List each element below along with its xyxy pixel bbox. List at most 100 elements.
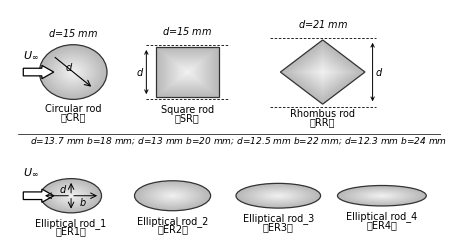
Ellipse shape [276, 195, 281, 196]
Bar [160, 51, 214, 93]
Bar [157, 48, 218, 96]
Ellipse shape [237, 184, 320, 208]
Ellipse shape [52, 55, 95, 89]
Polygon shape [316, 67, 330, 78]
Ellipse shape [354, 189, 410, 202]
Ellipse shape [244, 186, 313, 206]
Ellipse shape [43, 180, 99, 211]
Polygon shape [321, 71, 324, 73]
Ellipse shape [356, 190, 408, 202]
Text: $d$=13.7 mm $b$=18 mm; $d$=13 mm $b$=20 mm; $d$=12.5 mm $b$=22 mm; $d$=12.3 mm $: $d$=13.7 mm $b$=18 mm; $d$=13 mm $b$=20 … [29, 135, 447, 146]
Ellipse shape [40, 46, 106, 98]
Polygon shape [306, 59, 339, 85]
Ellipse shape [274, 194, 283, 197]
Ellipse shape [341, 186, 423, 205]
Polygon shape [317, 68, 328, 76]
Ellipse shape [62, 63, 84, 81]
Ellipse shape [157, 190, 189, 202]
Ellipse shape [352, 189, 412, 203]
Bar [167, 56, 208, 88]
Ellipse shape [53, 186, 89, 206]
Polygon shape [319, 69, 326, 75]
Bar [169, 58, 206, 87]
Ellipse shape [55, 186, 87, 205]
Ellipse shape [364, 192, 400, 200]
Polygon shape [290, 48, 355, 97]
Ellipse shape [52, 55, 94, 89]
Ellipse shape [72, 71, 75, 73]
Text: $d$=15 mm: $d$=15 mm [48, 27, 98, 39]
Ellipse shape [357, 190, 406, 201]
Ellipse shape [137, 182, 208, 210]
Ellipse shape [46, 182, 96, 210]
Polygon shape [283, 42, 363, 102]
Bar [176, 63, 199, 81]
Ellipse shape [144, 184, 202, 207]
Ellipse shape [240, 185, 316, 207]
Ellipse shape [364, 192, 401, 200]
Ellipse shape [55, 186, 88, 205]
Ellipse shape [245, 186, 312, 206]
Ellipse shape [140, 183, 205, 209]
Polygon shape [287, 45, 359, 99]
Ellipse shape [237, 184, 319, 208]
Ellipse shape [273, 194, 283, 197]
Text: （ER1）: （ER1） [55, 227, 87, 237]
Ellipse shape [158, 190, 187, 201]
Ellipse shape [268, 193, 288, 199]
Ellipse shape [57, 188, 85, 204]
Bar [173, 61, 201, 83]
Ellipse shape [271, 193, 286, 198]
Polygon shape [297, 53, 348, 91]
Ellipse shape [238, 184, 319, 208]
Ellipse shape [146, 185, 200, 206]
Ellipse shape [262, 191, 294, 200]
Ellipse shape [161, 191, 184, 200]
Bar [168, 57, 207, 87]
Ellipse shape [54, 186, 88, 205]
Ellipse shape [239, 184, 318, 207]
Polygon shape [311, 64, 334, 81]
Text: Circular rod: Circular rod [45, 104, 101, 114]
Ellipse shape [141, 184, 204, 208]
Polygon shape [313, 65, 333, 79]
Ellipse shape [69, 194, 73, 197]
Bar [186, 71, 189, 73]
Bar [170, 58, 205, 86]
Polygon shape [281, 41, 365, 104]
Ellipse shape [46, 51, 100, 93]
Ellipse shape [40, 45, 107, 99]
Text: Elliptical rod_4: Elliptical rod_4 [346, 211, 418, 222]
Ellipse shape [65, 192, 77, 199]
Bar [184, 70, 191, 75]
Ellipse shape [63, 191, 80, 201]
Ellipse shape [149, 186, 196, 205]
Polygon shape [310, 62, 336, 82]
Ellipse shape [56, 187, 86, 204]
Bar [180, 66, 195, 78]
Ellipse shape [366, 192, 397, 199]
Text: $U_{\infty}$: $U_{\infty}$ [23, 49, 39, 61]
Bar [177, 64, 198, 80]
Ellipse shape [70, 195, 73, 197]
Ellipse shape [49, 183, 93, 208]
Polygon shape [285, 44, 360, 100]
Ellipse shape [378, 195, 385, 197]
Ellipse shape [67, 194, 74, 198]
Ellipse shape [166, 193, 179, 198]
Ellipse shape [47, 182, 95, 210]
Ellipse shape [135, 181, 210, 210]
Ellipse shape [141, 183, 204, 208]
Ellipse shape [360, 191, 404, 201]
Bar [160, 50, 215, 94]
Ellipse shape [171, 195, 174, 197]
Bar [164, 53, 211, 91]
Polygon shape [313, 65, 332, 79]
Ellipse shape [58, 60, 88, 84]
Ellipse shape [242, 185, 315, 206]
Ellipse shape [348, 188, 416, 204]
Ellipse shape [273, 194, 284, 197]
Bar [173, 60, 202, 84]
Text: $d$: $d$ [375, 66, 383, 78]
Ellipse shape [65, 65, 82, 79]
